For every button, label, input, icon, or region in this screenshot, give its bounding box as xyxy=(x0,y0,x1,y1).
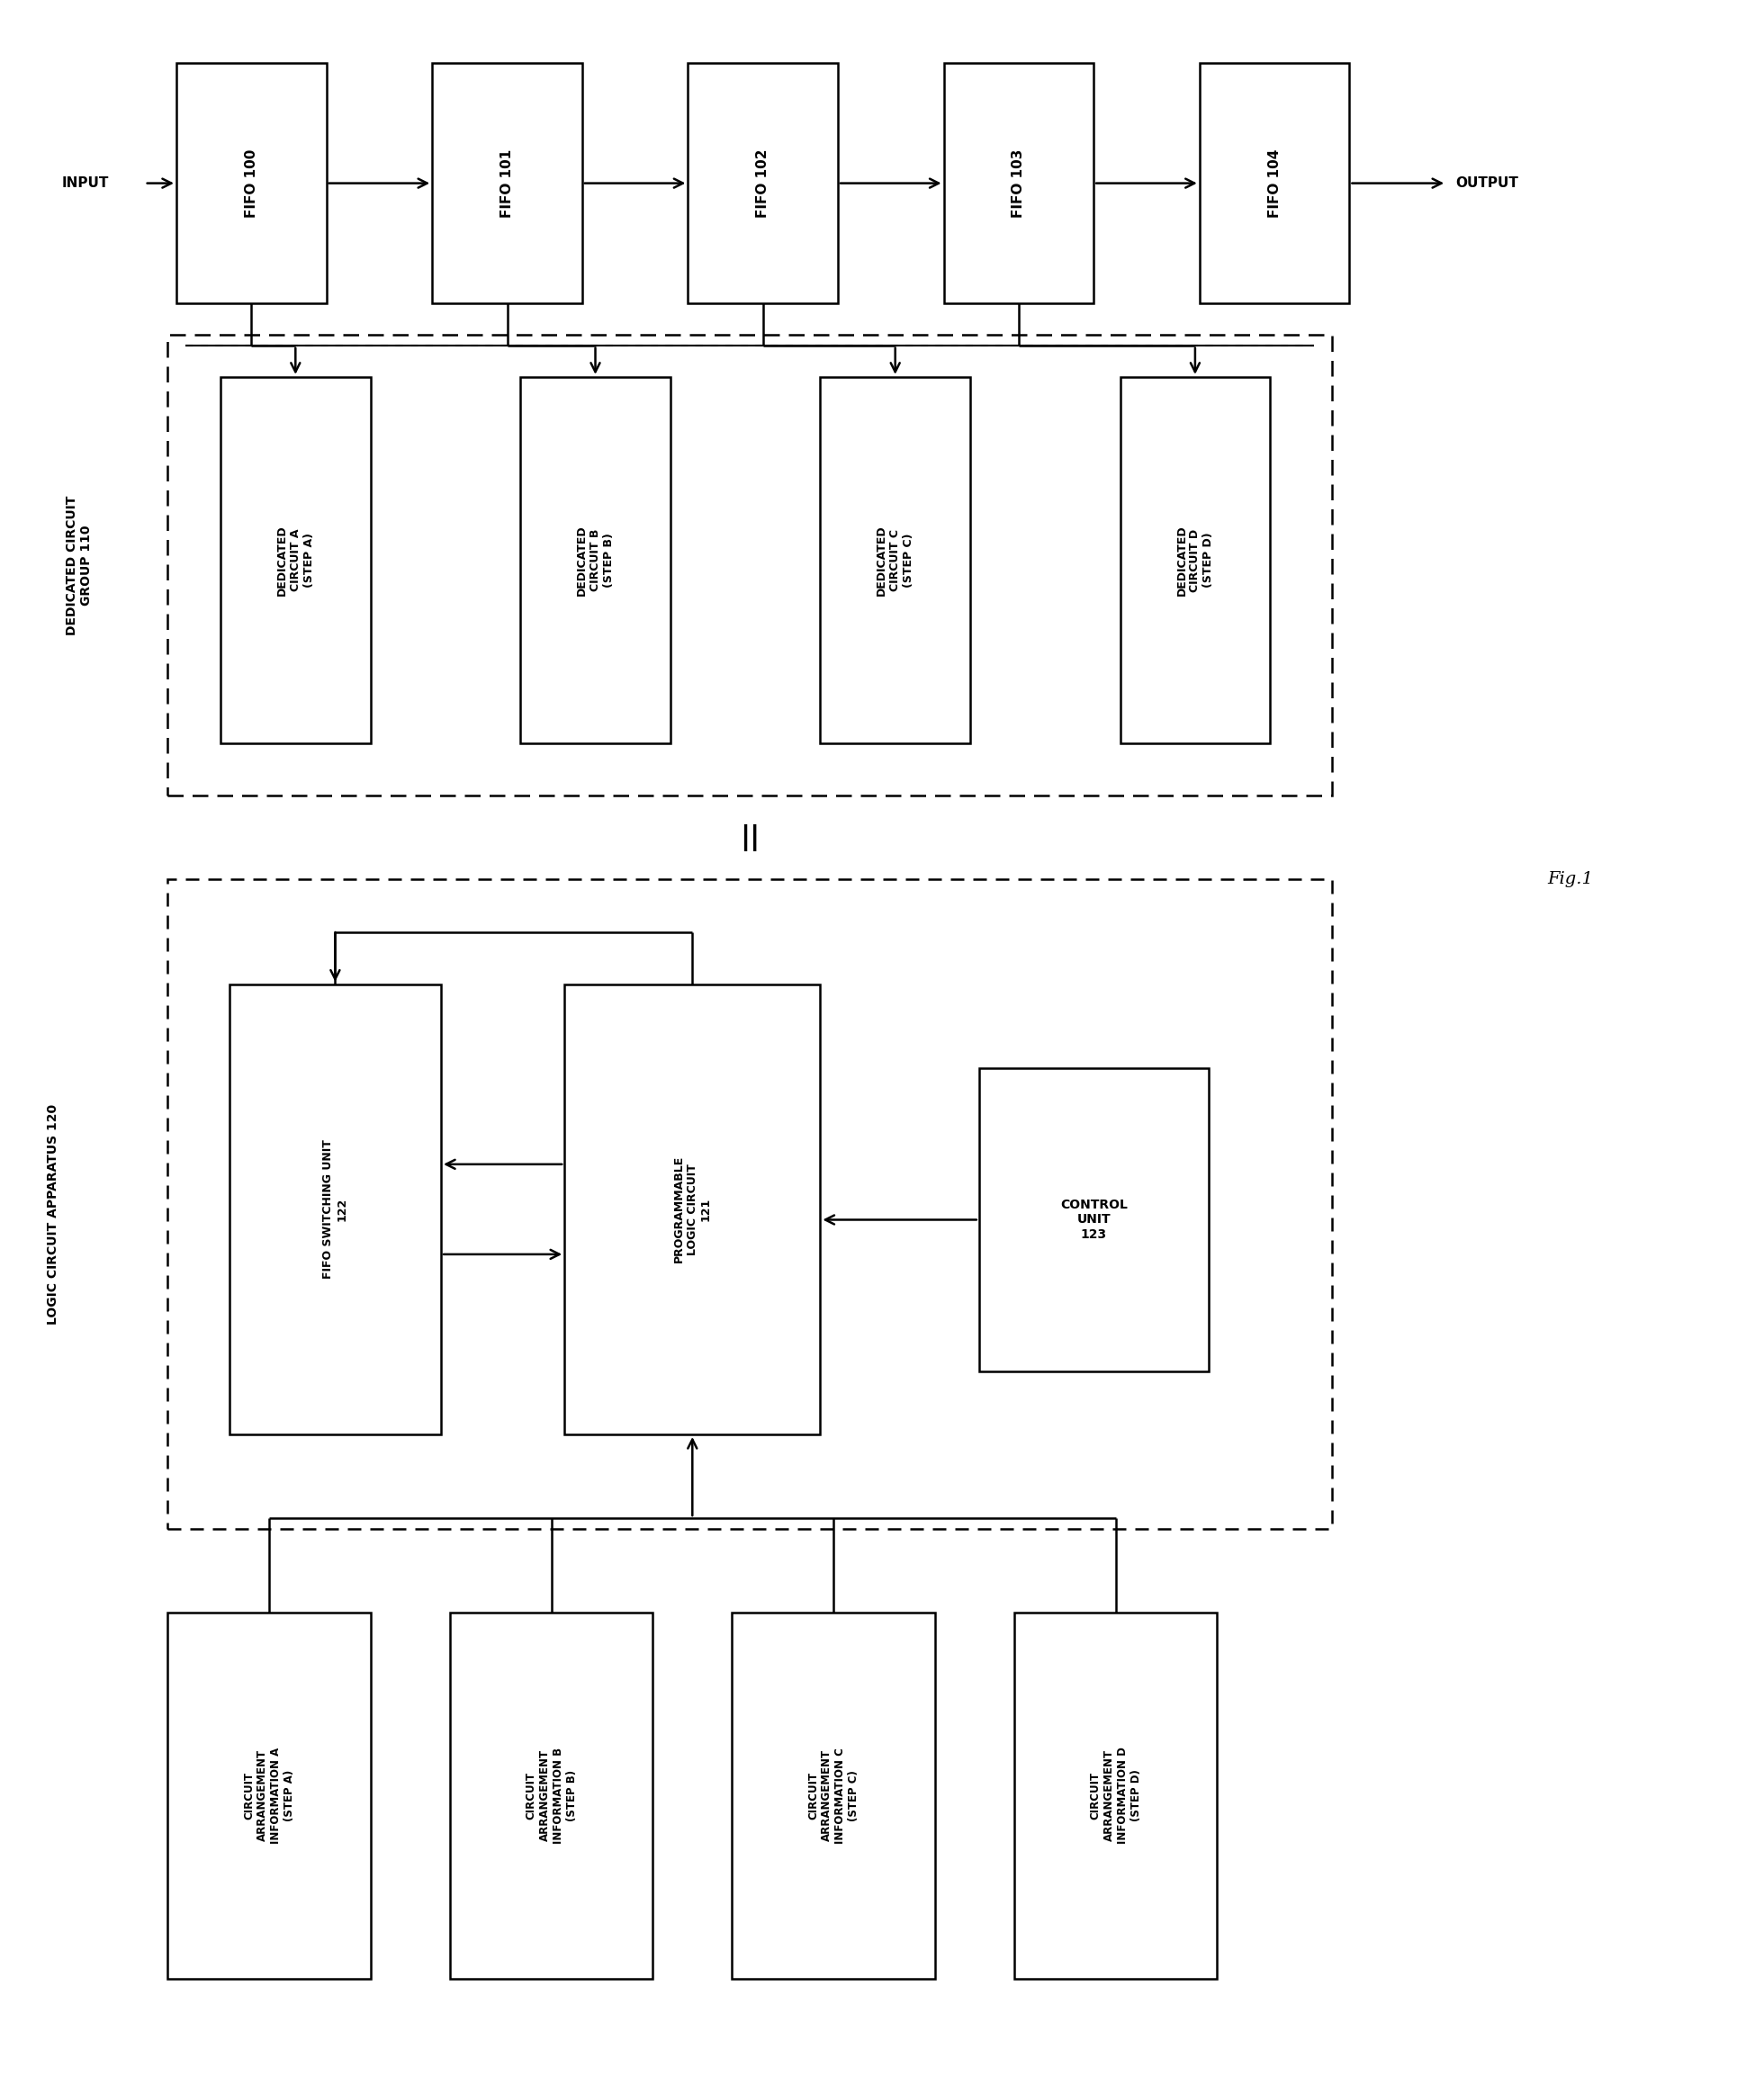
Text: CIRCUIT
ARRANGEMENT
INFORMATION C
(STEP C): CIRCUIT ARRANGEMENT INFORMATION C (STEP … xyxy=(808,1748,859,1843)
Text: FIFO 100: FIFO 100 xyxy=(245,149,258,218)
Text: CIRCUIT
ARRANGEMENT
INFORMATION D
(STEP D): CIRCUIT ARRANGEMENT INFORMATION D (STEP … xyxy=(1090,1746,1141,1845)
Bar xyxy=(168,1612,370,1979)
Text: LOGIC CIRCUIT APPARATUS 120: LOGIC CIRCUIT APPARATUS 120 xyxy=(46,1104,60,1326)
Text: DEDICATED
CIRCUIT A
(STEP A): DEDICATED CIRCUIT A (STEP A) xyxy=(277,526,314,595)
Bar xyxy=(1120,377,1270,743)
Text: FIFO 102: FIFO 102 xyxy=(757,149,769,218)
Bar xyxy=(564,984,820,1434)
Bar xyxy=(820,377,970,743)
Text: PROGRAMMABLE
LOGIC CIRCUIT
121: PROGRAMMABLE LOGIC CIRCUIT 121 xyxy=(674,1156,711,1263)
Bar xyxy=(732,1612,935,1979)
Text: DEDICATED
CIRCUIT D
(STEP D): DEDICATED CIRCUIT D (STEP D) xyxy=(1177,526,1214,595)
Text: CIRCUIT
ARRANGEMENT
INFORMATION B
(STEP B): CIRCUIT ARRANGEMENT INFORMATION B (STEP … xyxy=(526,1746,577,1845)
Text: CIRCUIT
ARRANGEMENT
INFORMATION A
(STEP A): CIRCUIT ARRANGEMENT INFORMATION A (STEP … xyxy=(243,1746,295,1845)
Bar xyxy=(450,1612,653,1979)
Text: FIFO 104: FIFO 104 xyxy=(1268,149,1281,218)
Bar xyxy=(220,377,370,743)
Text: INPUT: INPUT xyxy=(62,176,109,191)
Text: DEDICATED
CIRCUIT C
(STEP C): DEDICATED CIRCUIT C (STEP C) xyxy=(877,526,914,595)
Bar xyxy=(168,879,1332,1529)
Text: DEDICATED
CIRCUIT B
(STEP B): DEDICATED CIRCUIT B (STEP B) xyxy=(577,526,614,595)
Bar xyxy=(168,335,1332,796)
Text: ||: || xyxy=(739,825,760,850)
Bar xyxy=(688,63,838,304)
Bar xyxy=(1014,1612,1217,1979)
Text: FIFO SWITCHING UNIT
122: FIFO SWITCHING UNIT 122 xyxy=(323,1139,348,1279)
Text: Fig.1: Fig.1 xyxy=(1547,871,1593,888)
Text: FIFO 101: FIFO 101 xyxy=(501,149,513,218)
Bar xyxy=(1200,63,1349,304)
Bar xyxy=(979,1068,1208,1372)
Text: CONTROL
UNIT
123: CONTROL UNIT 123 xyxy=(1060,1200,1127,1240)
Text: DEDICATED CIRCUIT
GROUP 110: DEDICATED CIRCUIT GROUP 110 xyxy=(65,496,93,634)
Bar xyxy=(176,63,326,304)
Text: OUTPUT: OUTPUT xyxy=(1455,176,1519,191)
Text: FIFO 103: FIFO 103 xyxy=(1013,149,1025,218)
Bar xyxy=(432,63,582,304)
Bar xyxy=(944,63,1094,304)
Bar xyxy=(520,377,670,743)
Bar xyxy=(229,984,441,1434)
